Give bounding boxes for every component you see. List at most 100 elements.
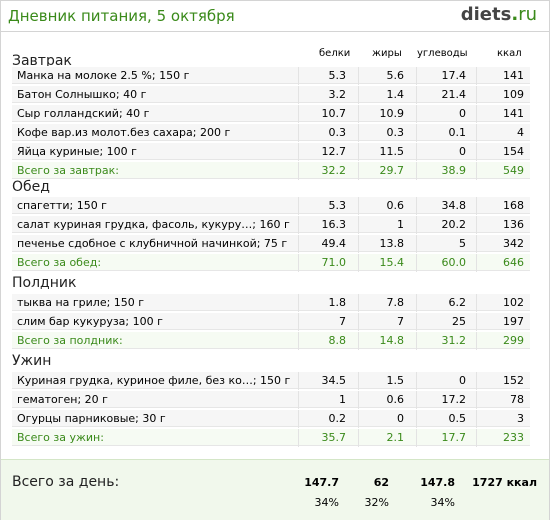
carbs-value: 38.9	[441, 164, 467, 177]
carbs-value: 6.2	[448, 296, 467, 309]
food-row[interactable]: Куриная грудка, куриное филе, без ко…; 1…	[12, 371, 530, 390]
protein-value: 34.5	[321, 374, 347, 387]
carbs-value: 5	[459, 237, 466, 250]
meal-total-label: Всего за обед:	[17, 256, 102, 269]
diets-logo[interactable]: diets.ru	[461, 4, 537, 25]
column-divider	[416, 124, 417, 142]
column-divider	[298, 67, 299, 85]
header-kcal: ккал	[497, 48, 522, 59]
column-divider	[298, 86, 299, 104]
column-divider	[416, 162, 417, 180]
protein-value: 49.4	[321, 237, 347, 250]
food-row[interactable]: салат куриная грудка, фасоль, кукуру…; 1…	[12, 215, 530, 234]
food-row[interactable]: тыква на гриле; 150 г 1.8 7.8 6.2 102	[12, 293, 530, 312]
food-name: Манка на молоке 2.5 %; 150 г	[17, 69, 190, 82]
column-divider	[416, 391, 417, 409]
fat-value: 0.6	[386, 393, 405, 406]
food-name: слим бар кукуруза; 100 г	[17, 315, 163, 328]
food-name: Куриная грудка, куриное филе, без ко…; 1…	[17, 374, 291, 387]
fat-value: 1.4	[386, 88, 405, 101]
column-divider	[358, 294, 359, 312]
header-protein: белки	[319, 48, 351, 59]
food-row[interactable]: спагетти; 150 г 5.3 0.6 34.8 168	[12, 196, 530, 215]
food-name: Огурцы парниковые; 30 г	[17, 412, 166, 425]
protein-value: 16.3	[321, 218, 347, 231]
food-name: тыква на гриле; 150 г	[17, 296, 145, 309]
meal-title: Завтрак	[12, 53, 72, 69]
meal-title: Ужин	[12, 353, 52, 369]
column-divider	[476, 105, 477, 123]
carbs-value: 0	[459, 145, 466, 158]
food-row[interactable]: Манка на молоке 2.5 %; 150 г 5.3 5.6 17.4 14…	[12, 66, 530, 85]
food-name: Батон Солнышко; 40 г	[17, 88, 147, 101]
protein-value: 71.0	[321, 256, 347, 269]
column-divider	[416, 105, 417, 123]
kcal-value: 109	[503, 88, 524, 101]
column-divider	[476, 235, 477, 253]
column-divider	[416, 372, 417, 390]
column-headers: белки жиры углеводы ккал	[1, 48, 549, 64]
column-divider	[416, 313, 417, 331]
column-divider	[416, 429, 417, 447]
kcal-value: 141	[503, 69, 524, 82]
column-divider	[416, 67, 417, 85]
carbs-value: 17.4	[441, 69, 467, 82]
column-divider	[416, 143, 417, 161]
column-divider	[416, 254, 417, 272]
column-divider	[298, 235, 299, 253]
carbs-value: 21.4	[441, 88, 467, 101]
fat-value: 14.8	[379, 334, 405, 347]
food-name: салат куриная грудка, фасоль, кукуру…; 1…	[17, 218, 290, 231]
column-divider	[358, 410, 359, 428]
column-divider	[476, 67, 477, 85]
day-fat: 62	[373, 476, 389, 489]
column-divider	[298, 143, 299, 161]
column-divider	[298, 429, 299, 447]
kcal-value: 152	[503, 374, 524, 387]
column-divider	[358, 216, 359, 234]
column-divider	[358, 124, 359, 142]
column-divider	[298, 124, 299, 142]
kcal-value: 3	[517, 412, 524, 425]
food-row[interactable]: Сыр голландский; 40 г 10.7 10.9 0 141	[12, 104, 530, 123]
food-row[interactable]: Батон Солнышко; 40 г 3.2 1.4 21.4 109	[12, 85, 530, 104]
day-fat-percent: 32%	[364, 496, 389, 509]
column-divider	[298, 162, 299, 180]
food-row[interactable]: Огурцы парниковые; 30 г 0.2 0 0.5 3	[12, 409, 530, 428]
food-row[interactable]: Кофе вар.из молот.без сахара; 200 г 0.3 0.…	[12, 123, 530, 142]
column-divider	[298, 372, 299, 390]
fat-value: 2.1	[386, 431, 405, 444]
kcal-value: 197	[503, 315, 524, 328]
header-carbs: углеводы	[417, 48, 468, 59]
column-divider	[358, 105, 359, 123]
column-divider	[476, 216, 477, 234]
column-divider	[416, 410, 417, 428]
food-row[interactable]: слим бар кукуруза; 100 г 7 7 25 197	[12, 312, 530, 331]
day-total-label: Всего за день:	[12, 474, 120, 490]
kcal-value: 233	[503, 431, 524, 444]
fat-value: 10.9	[379, 107, 405, 120]
protein-value: 12.7	[321, 145, 347, 158]
column-divider	[298, 197, 299, 215]
protein-value: 5.3	[328, 69, 347, 82]
protein-value: 7	[339, 315, 346, 328]
carbs-value: 17.7	[441, 431, 467, 444]
column-divider	[416, 332, 417, 350]
column-divider	[358, 391, 359, 409]
kcal-value: 299	[503, 334, 524, 347]
column-divider	[476, 197, 477, 215]
food-row[interactable]: Яйца куриные; 100 г 12.7 11.5 0 154	[12, 142, 530, 161]
food-name: Яйца куриные; 100 г	[17, 145, 137, 158]
carbs-value: 17.2	[441, 393, 467, 406]
protein-value: 35.7	[321, 431, 347, 444]
kcal-value: 4	[517, 126, 524, 139]
carbs-value: 0.1	[448, 126, 467, 139]
food-row[interactable]: печенье сдобное с клубничной начинкой; 7…	[12, 234, 530, 253]
food-row[interactable]: гематоген; 20 г 1 0.6 17.2 78	[12, 390, 530, 409]
day-total: Всего за день: 147.7 62 147.8 1727 ккал …	[1, 459, 549, 520]
column-divider	[298, 332, 299, 350]
kcal-value: 102	[503, 296, 524, 309]
header-fat: жиры	[372, 48, 402, 59]
column-divider	[358, 313, 359, 331]
